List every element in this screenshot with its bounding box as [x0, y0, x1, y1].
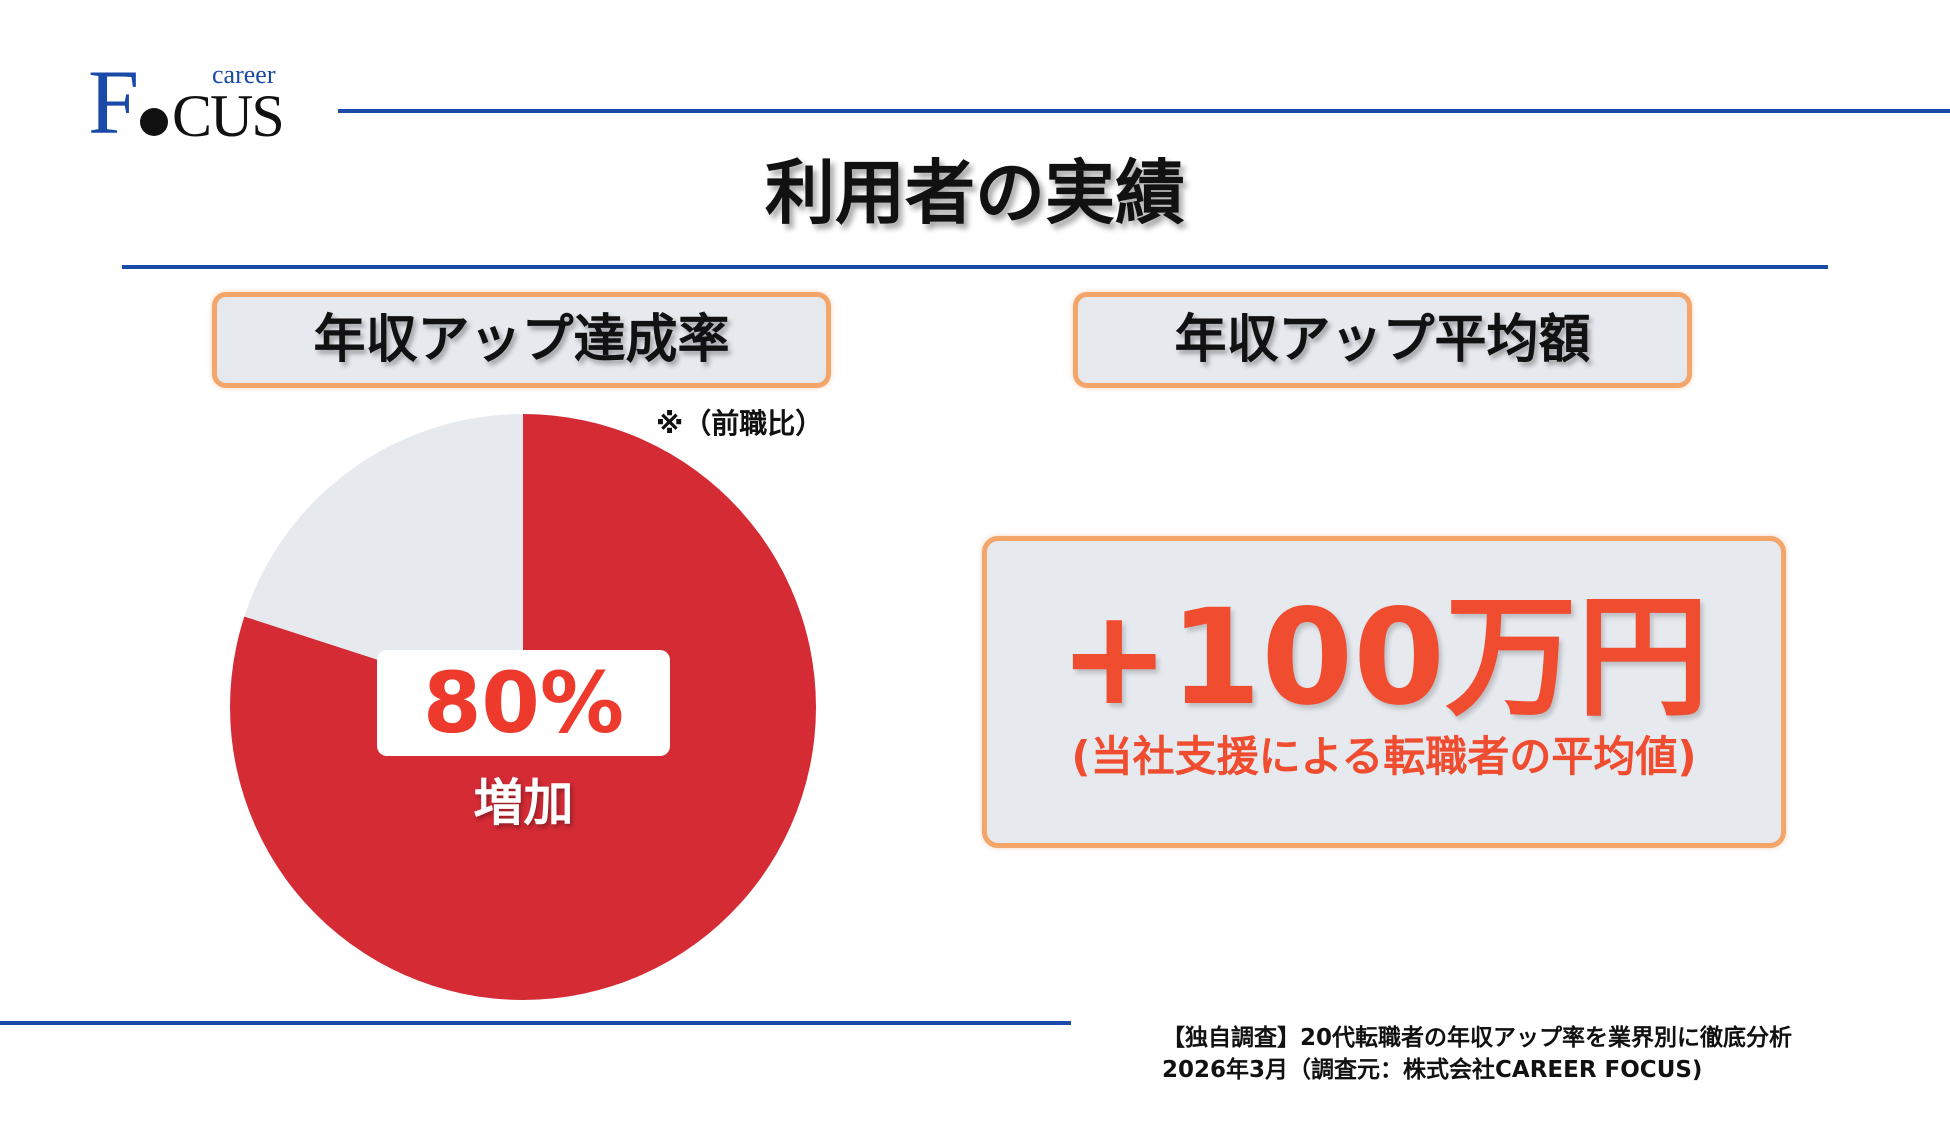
- amount-card: +100万円 (当社支援による転職者の平均値): [982, 536, 1786, 848]
- pie-slice-2: [244, 414, 523, 707]
- brand-logo: F CUS career: [88, 51, 308, 153]
- amount-header: 年収アップ平均額: [1073, 292, 1692, 388]
- title-divider: [122, 265, 1828, 269]
- source-line-1: 【独自調査】20代転職者の年収アップ率を業界別に徹底分析: [1162, 1025, 1793, 1051]
- amount-note: (当社支援による転職者の平均値): [1071, 732, 1697, 781]
- percent-label: 増加: [473, 774, 574, 832]
- logo-career-text: career: [212, 60, 276, 89]
- source-line-2: 2026年3月（調査元：株式会社CAREER FOCUS): [1162, 1057, 1703, 1083]
- logo-letters-cus: CUS: [172, 83, 285, 149]
- amount-value: +100万円: [1058, 581, 1710, 735]
- top-divider: [338, 109, 1950, 113]
- comparison-note: ※（前職比）: [656, 407, 824, 440]
- percent-value: 80%: [377, 650, 670, 756]
- rate-header: 年収アップ達成率: [212, 292, 831, 388]
- logo-dot: [140, 108, 168, 136]
- source-citation: 【独自調査】20代転職者の年収アップ率を業界別に徹底分析 2026年3月（調査元…: [1162, 1022, 1922, 1086]
- logo-letter-f: F: [88, 51, 140, 153]
- page-title: 利用者の実績: [765, 152, 1185, 234]
- bottom-divider: [0, 1021, 1071, 1025]
